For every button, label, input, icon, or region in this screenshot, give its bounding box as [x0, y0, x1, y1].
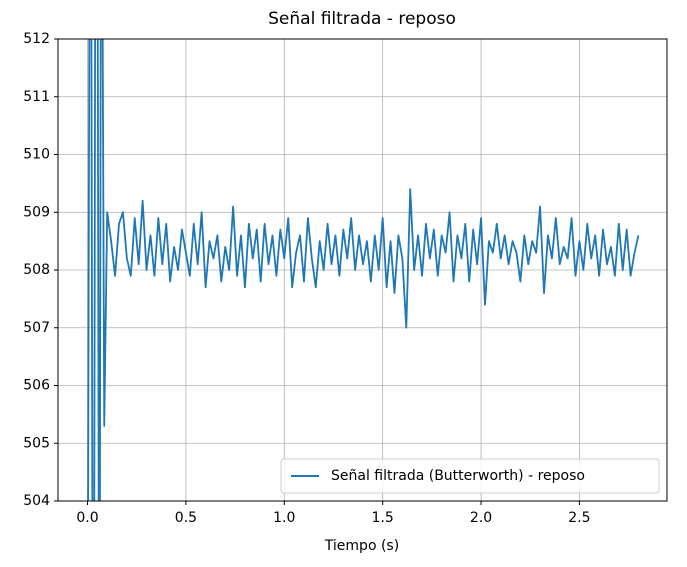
- x-tick-label: 1.0: [273, 510, 295, 526]
- y-tick-label: 511: [23, 89, 50, 105]
- legend-box: [280, 458, 660, 494]
- legend-label: Señal filtrada (Butterworth) - reposo: [331, 468, 585, 484]
- x-tick-label: 0.0: [76, 510, 98, 526]
- y-tick-label: 509: [23, 204, 50, 220]
- y-tick-label: 506: [23, 378, 50, 394]
- y-tick-label: 510: [23, 147, 50, 163]
- y-tick-label: 512: [23, 31, 50, 47]
- x-axis-label: Tiempo (s): [324, 538, 399, 554]
- x-tick-label: 2.5: [568, 510, 590, 526]
- plot-area: [87, 39, 640, 501]
- y-tick-label: 505: [23, 435, 50, 451]
- grid: [58, 38, 667, 502]
- y-tick-label: 504: [23, 493, 50, 509]
- ticks: 0.0 0.5 1.0 1.5 2.0 2.5 504 505 506 507 508 509 510 5…: [23, 31, 590, 526]
- data-line: [87, 39, 640, 501]
- legend: Señal filtrada (Butterworth) - reposo: [280, 458, 660, 494]
- x-tick-label: 0.5: [175, 510, 197, 526]
- y-tick-label: 507: [23, 320, 50, 336]
- chart-title: Señal filtrada - reposo: [268, 9, 456, 29]
- x-tick-label: 2.0: [470, 510, 492, 526]
- y-tick-label: 508: [23, 262, 50, 278]
- x-tick-label: 1.5: [372, 510, 394, 526]
